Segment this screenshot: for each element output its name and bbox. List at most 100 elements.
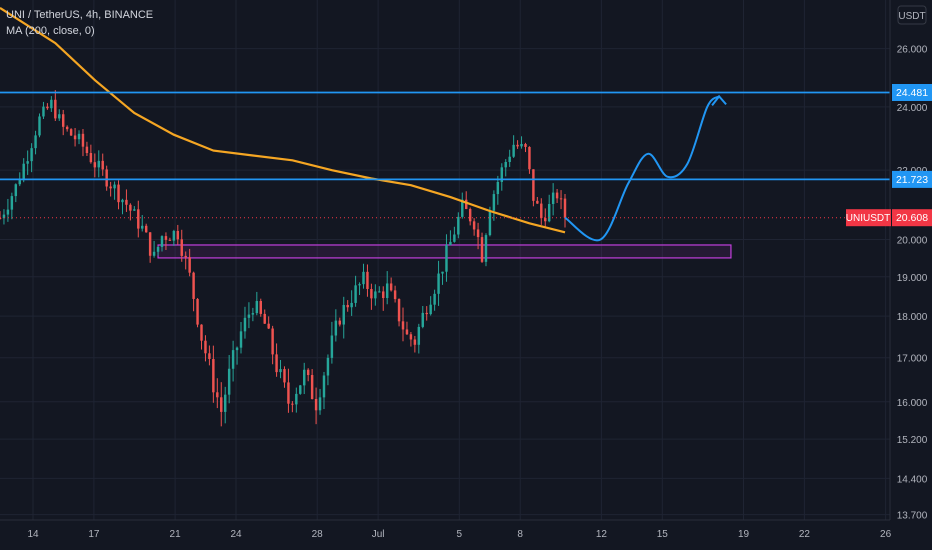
candle-body bbox=[0, 218, 2, 220]
candle-body bbox=[101, 160, 104, 170]
candle-body bbox=[433, 293, 436, 305]
candle-body bbox=[117, 184, 120, 203]
candle-body bbox=[310, 375, 314, 400]
candle bbox=[144, 223, 148, 233]
candle bbox=[528, 146, 531, 174]
price-tick-label: 20.000 bbox=[897, 236, 928, 247]
candle-body bbox=[334, 320, 338, 336]
candle bbox=[200, 324, 203, 350]
candle bbox=[504, 159, 507, 177]
candle-body bbox=[306, 369, 310, 376]
candle-body bbox=[196, 298, 199, 325]
time-tick-label: 22 bbox=[799, 529, 811, 540]
candle bbox=[141, 215, 144, 232]
candle bbox=[50, 96, 53, 112]
candle bbox=[235, 346, 239, 365]
candle bbox=[476, 222, 480, 250]
resistance-low-badge-bg bbox=[892, 170, 932, 188]
candle bbox=[362, 263, 365, 289]
price-tick-label: 24.000 bbox=[897, 103, 928, 114]
last-price-badge: UNIUSDT 20.608 bbox=[846, 209, 932, 227]
candle-body bbox=[156, 246, 160, 252]
candle-body bbox=[267, 323, 270, 329]
candle-body bbox=[425, 312, 428, 315]
price-tick-label: 16.000 bbox=[897, 398, 928, 409]
projection-arrowhead bbox=[711, 94, 727, 106]
candle bbox=[433, 289, 436, 311]
support-zone[interactable] bbox=[157, 244, 732, 259]
candle bbox=[536, 196, 539, 204]
time-axis[interactable]: 14 17 21 24 28 Jul 5 8 12 15 19 22 26 bbox=[0, 519, 932, 550]
candle-body bbox=[287, 382, 290, 404]
candle bbox=[524, 142, 527, 153]
resistance-high-badge: 24.481 bbox=[892, 84, 932, 101]
candle bbox=[109, 181, 112, 197]
candle-body bbox=[496, 181, 500, 195]
candle bbox=[314, 387, 318, 425]
candle bbox=[6, 198, 10, 222]
candle bbox=[310, 369, 314, 400]
candle bbox=[172, 229, 176, 246]
candle-body bbox=[58, 114, 61, 119]
symbol-title[interactable]: UNI / TetherUS, 4h, BINANCE bbox=[6, 9, 154, 21]
resistance-high-badge-bg bbox=[892, 84, 932, 101]
candle-body bbox=[342, 304, 345, 325]
candle-body bbox=[445, 245, 448, 272]
moving-average-layer bbox=[0, 6, 566, 234]
candle bbox=[69, 128, 73, 137]
candle bbox=[342, 296, 345, 339]
candle-body bbox=[405, 329, 409, 335]
candle bbox=[89, 144, 93, 164]
time-tick-label: Jul bbox=[372, 529, 385, 540]
candle bbox=[216, 378, 219, 409]
candle bbox=[279, 359, 282, 379]
candle-body bbox=[212, 359, 215, 393]
candle bbox=[204, 335, 207, 362]
time-tick-label: 26 bbox=[880, 529, 892, 540]
candle bbox=[137, 200, 140, 238]
candle-body bbox=[38, 116, 41, 136]
time-tick-label: 21 bbox=[170, 529, 182, 540]
candle-body bbox=[437, 273, 440, 294]
currency-label: USDT bbox=[898, 11, 925, 22]
candle-body bbox=[22, 163, 25, 181]
candle-body bbox=[30, 148, 33, 162]
candle bbox=[54, 90, 57, 121]
levels-layer bbox=[0, 91, 890, 219]
candle bbox=[532, 169, 535, 207]
candle bbox=[374, 284, 377, 306]
candle-body bbox=[239, 331, 243, 348]
candle-body bbox=[275, 354, 278, 373]
candle-body bbox=[370, 288, 373, 299]
time-axis-bg bbox=[0, 520, 932, 550]
candle bbox=[220, 382, 223, 427]
candle-body bbox=[472, 221, 476, 230]
candle bbox=[472, 218, 476, 236]
candle-body bbox=[421, 312, 424, 327]
candle bbox=[516, 140, 519, 149]
currency-box[interactable] bbox=[897, 5, 927, 25]
candle-body bbox=[563, 198, 567, 218]
candle bbox=[0, 211, 2, 220]
candle-body bbox=[259, 300, 262, 314]
candle bbox=[453, 226, 456, 243]
moving-average-line[interactable] bbox=[0, 6, 566, 234]
candle-body bbox=[314, 399, 318, 411]
candle bbox=[350, 290, 353, 316]
candle bbox=[299, 384, 302, 395]
candle-body bbox=[362, 271, 365, 285]
indicator-title[interactable]: MA (200, close, 0) bbox=[6, 25, 95, 37]
candle bbox=[61, 109, 65, 136]
candle bbox=[152, 240, 156, 258]
candle bbox=[283, 366, 286, 388]
candle-body bbox=[50, 99, 53, 109]
candle bbox=[370, 283, 373, 310]
support-zone-layer bbox=[157, 244, 732, 259]
candle bbox=[105, 165, 108, 191]
price-axis[interactable]: USDT 26.00024.00022.00020.00019.00018.00… bbox=[889, 0, 932, 522]
candle-body bbox=[97, 160, 101, 168]
projection-path[interactable] bbox=[564, 95, 720, 242]
candle bbox=[263, 309, 266, 325]
candle-body bbox=[34, 135, 37, 149]
